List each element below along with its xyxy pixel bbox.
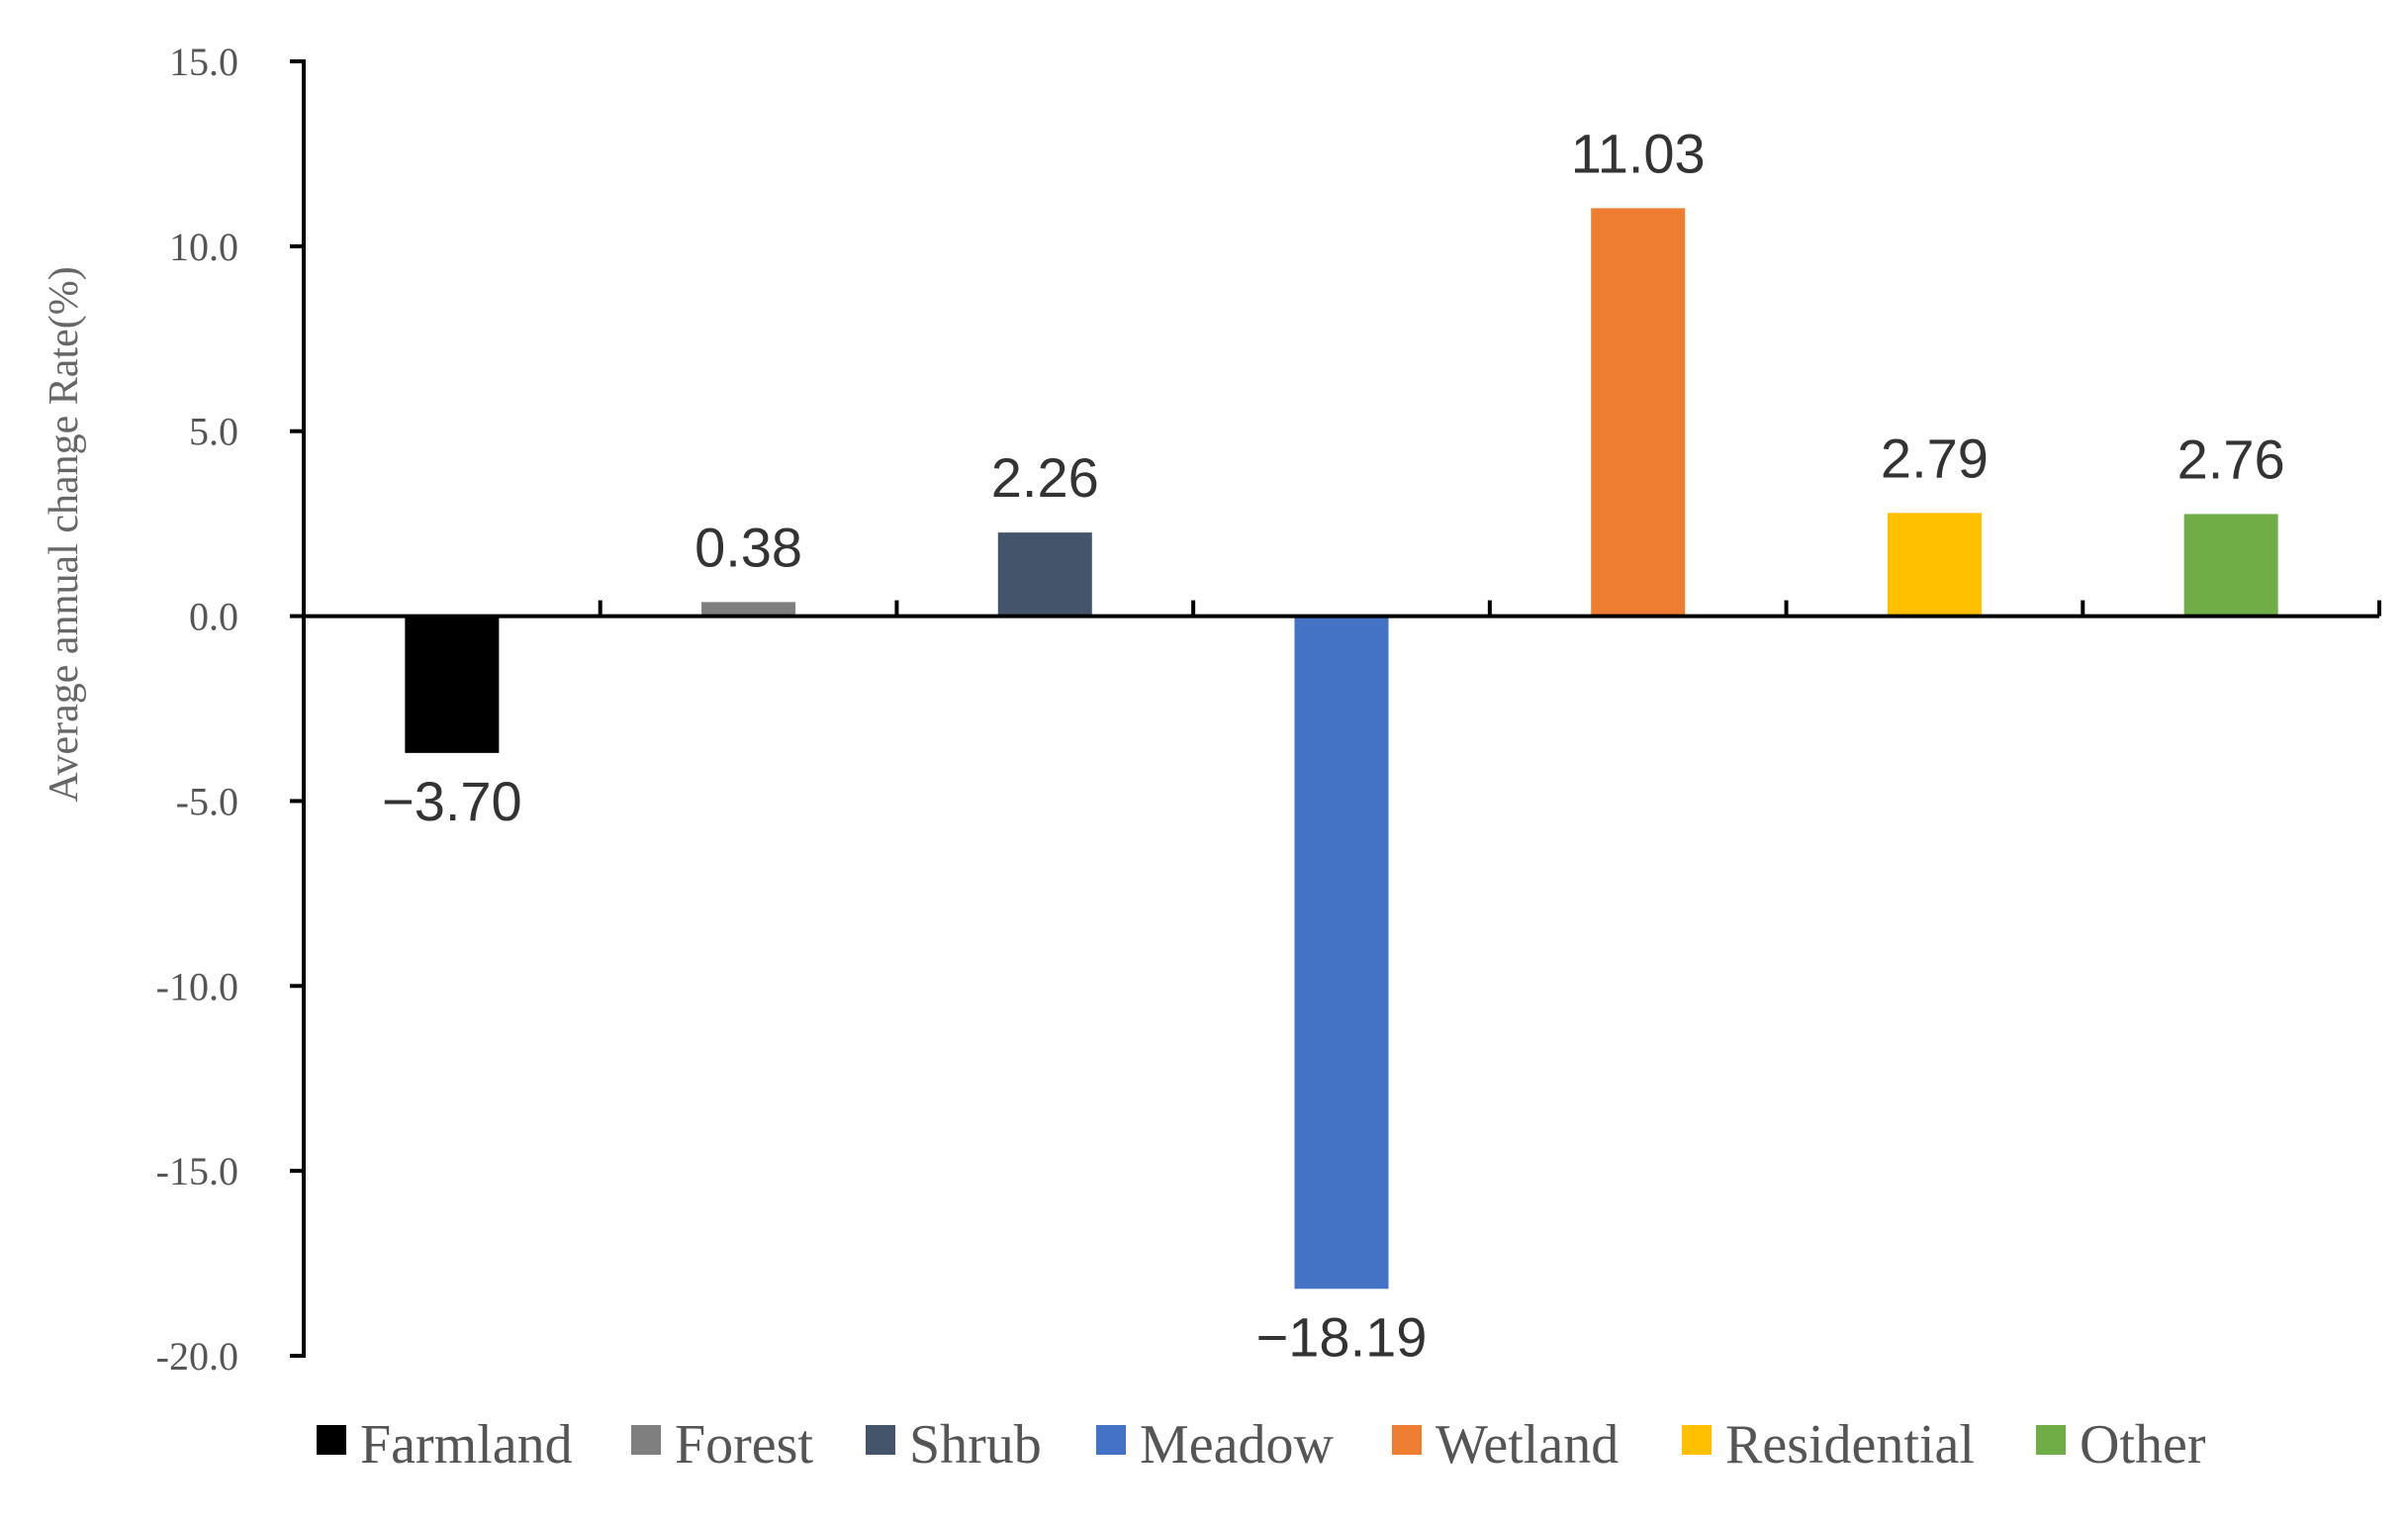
y-tick-label: 0.0 bbox=[189, 595, 238, 639]
y-tick-label: 15.0 bbox=[169, 40, 238, 84]
y-axis-ticks: 15.0 10.0 5.0 0.0 -5.0 -10.0 -15.0 -20.0 bbox=[156, 40, 304, 1379]
bar-meadow bbox=[1294, 616, 1389, 1289]
y-tick-label: -5.0 bbox=[176, 779, 238, 823]
bar-wetland bbox=[1591, 208, 1686, 617]
bars bbox=[405, 208, 2278, 1289]
legend: Farmland Forest Shrub Meadow Wetland Resident… bbox=[317, 1414, 2206, 1476]
bar-shrub bbox=[997, 532, 1092, 617]
legend-swatch-wetland bbox=[1392, 1425, 1422, 1455]
data-labels: −3.70 0.38 2.26 −18.19 11.03 2.79 2.76 bbox=[382, 122, 2285, 1368]
legend-label-farmland: Farmland bbox=[360, 1414, 573, 1476]
legend-label-wetland: Wetland bbox=[1436, 1414, 1619, 1476]
legend-swatch-farmland bbox=[317, 1425, 346, 1455]
legend-swatch-forest bbox=[631, 1425, 661, 1455]
y-tick-label: 5.0 bbox=[189, 410, 238, 454]
data-label-forest: 0.38 bbox=[695, 516, 802, 578]
legend-label-residential: Residential bbox=[1725, 1414, 1975, 1476]
legend-swatch-residential bbox=[1682, 1425, 1712, 1455]
y-tick-label: 10.0 bbox=[169, 225, 238, 269]
bar-forest bbox=[701, 602, 796, 617]
data-label-wetland: 11.03 bbox=[1571, 122, 1706, 184]
y-tick-label: -15.0 bbox=[156, 1149, 238, 1193]
legend-label-other: Other bbox=[2080, 1414, 2206, 1476]
bar-other bbox=[2183, 514, 2278, 617]
data-label-farmland: −3.70 bbox=[382, 770, 522, 832]
legend-swatch-shrub bbox=[866, 1425, 895, 1455]
legend-label-shrub: Shrub bbox=[909, 1414, 1042, 1476]
data-label-residential: 2.79 bbox=[1881, 427, 1989, 489]
axes bbox=[302, 59, 2381, 1358]
data-label-meadow: −18.19 bbox=[1256, 1305, 1428, 1368]
legend-label-forest: Forest bbox=[675, 1414, 813, 1476]
legend-label-meadow: Meadow bbox=[1140, 1414, 1335, 1476]
data-label-other: 2.76 bbox=[2177, 428, 2285, 490]
legend-swatch-other bbox=[2036, 1425, 2066, 1455]
y-tick-label: -20.0 bbox=[156, 1334, 238, 1379]
bar-residential bbox=[1887, 513, 1982, 617]
y-axis-title: Average annual change Rate(%) bbox=[42, 266, 87, 802]
bar-farmland bbox=[405, 616, 500, 753]
data-label-shrub: 2.26 bbox=[991, 446, 1099, 509]
y-tick-label: -10.0 bbox=[156, 964, 238, 1008]
legend-swatch-meadow bbox=[1096, 1425, 1126, 1455]
